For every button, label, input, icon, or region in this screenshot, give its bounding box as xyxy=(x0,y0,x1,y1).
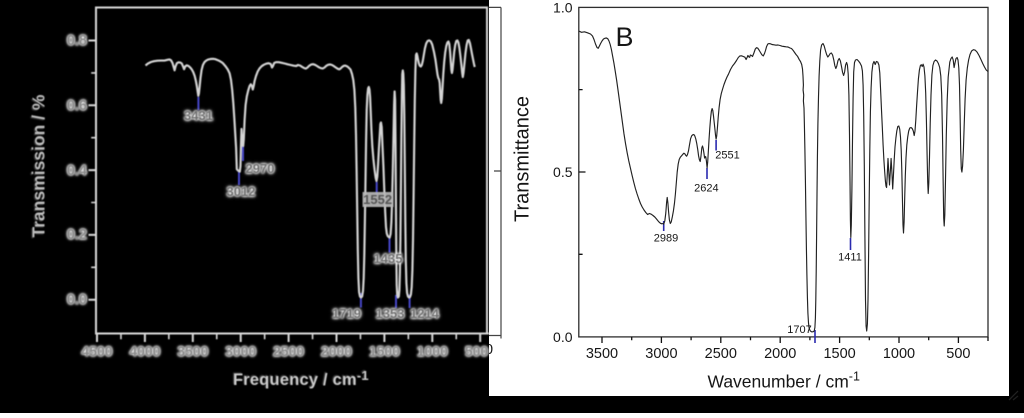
svg-text:1707: 1707 xyxy=(787,324,811,336)
svg-text:Transmittance: Transmittance xyxy=(512,96,534,222)
svg-text:0.0: 0.0 xyxy=(553,329,573,345)
svg-text:3000: 3000 xyxy=(645,346,677,362)
svg-text:Wavenumber / cm-1: Wavenumber / cm-1 xyxy=(707,370,860,392)
svg-text:3500: 3500 xyxy=(586,346,618,362)
svg-text:2624: 2624 xyxy=(694,183,718,195)
svg-text:1500: 1500 xyxy=(823,346,855,362)
svg-text:1411: 1411 xyxy=(838,252,862,264)
svg-text:0: 0 xyxy=(489,342,493,358)
svg-text:1.0: 1.0 xyxy=(553,0,573,16)
svg-text:2500: 2500 xyxy=(705,346,737,362)
svg-text:1000: 1000 xyxy=(883,346,915,362)
svg-text:500: 500 xyxy=(946,346,970,362)
svg-text:B: B xyxy=(616,22,634,52)
svg-text:2551: 2551 xyxy=(715,150,739,162)
svg-text:2989: 2989 xyxy=(654,233,678,245)
svg-text:0.5: 0.5 xyxy=(553,164,573,180)
svg-text:2000: 2000 xyxy=(764,346,796,362)
